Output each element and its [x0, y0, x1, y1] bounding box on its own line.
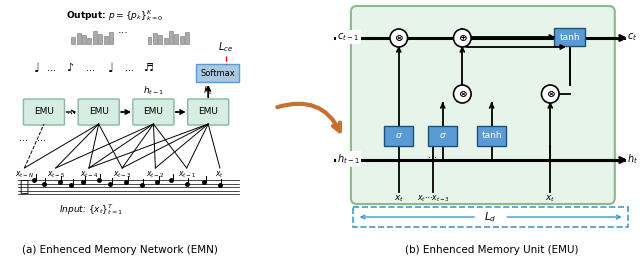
Text: Softmax: Softmax	[200, 69, 236, 77]
Bar	[180, 36, 184, 44]
Text: Input: $\{x_t\}_{t=1}^T$: Input: $\{x_t\}_{t=1}^T$	[59, 202, 123, 217]
Text: (b) Enhenced Memory Unit (EMU): (b) Enhenced Memory Unit (EMU)	[405, 245, 579, 255]
Text: tanh: tanh	[481, 132, 502, 141]
FancyBboxPatch shape	[78, 99, 119, 125]
Text: $L_{ce}$: $L_{ce}$	[218, 40, 234, 54]
Bar	[148, 37, 152, 44]
Bar	[82, 35, 86, 44]
Text: EMU: EMU	[198, 108, 218, 117]
Bar	[353, 207, 628, 227]
Text: ♬: ♬	[143, 63, 152, 73]
Text: $x_t$: $x_t$	[394, 194, 404, 205]
Text: 𝄢: 𝄢	[20, 180, 29, 195]
Text: $x_t$: $x_t$	[545, 194, 556, 205]
Bar	[175, 34, 179, 44]
FancyBboxPatch shape	[24, 99, 65, 125]
Bar	[384, 126, 413, 146]
Text: $x_{t-2}$: $x_{t-2}$	[147, 170, 164, 181]
Circle shape	[454, 85, 471, 103]
Text: ...: ...	[118, 25, 129, 35]
Bar	[109, 32, 113, 44]
Bar	[554, 28, 586, 46]
Text: EMU: EMU	[143, 108, 163, 117]
Circle shape	[454, 29, 471, 47]
Text: ...: ...	[429, 150, 438, 160]
Text: EMU: EMU	[89, 108, 109, 117]
Text: ...: ...	[47, 63, 56, 73]
Text: EMU: EMU	[34, 108, 54, 117]
FancyArrowPatch shape	[277, 104, 340, 131]
Bar	[185, 32, 189, 44]
Text: $\sigma$: $\sigma$	[439, 132, 447, 141]
Bar	[169, 31, 173, 44]
Bar	[164, 38, 168, 44]
Bar	[158, 35, 162, 44]
Bar	[93, 31, 97, 44]
Bar	[196, 64, 239, 82]
Text: (a) Enhenced Memory Network (EMN): (a) Enhenced Memory Network (EMN)	[22, 245, 218, 255]
Text: ⊗: ⊗	[546, 89, 555, 99]
Text: ...: ...	[67, 106, 76, 116]
Bar	[98, 34, 102, 44]
Bar	[77, 33, 81, 44]
Text: $x_{t-5}$: $x_{t-5}$	[47, 170, 65, 181]
Circle shape	[541, 85, 559, 103]
Text: $h_{t-1}$: $h_{t-1}$	[337, 152, 360, 166]
Bar	[71, 37, 76, 44]
Text: ♩: ♩	[108, 61, 113, 75]
Text: $\sigma$: $\sigma$	[395, 132, 403, 141]
Text: $x_{t-3}$: $x_{t-3}$	[113, 170, 131, 181]
Text: ♩: ♩	[34, 61, 40, 75]
Text: $x_{t-1}$: $x_{t-1}$	[177, 170, 196, 181]
FancyBboxPatch shape	[188, 99, 228, 125]
Text: tanh: tanh	[559, 33, 580, 42]
Text: ...: ...	[86, 63, 95, 73]
Text: ⊗: ⊗	[458, 89, 467, 99]
Bar	[153, 33, 157, 44]
FancyBboxPatch shape	[351, 6, 615, 204]
Text: ⊗: ⊗	[394, 33, 403, 43]
Text: $c_t$: $c_t$	[627, 31, 637, 43]
Bar	[428, 126, 458, 146]
Text: ...: ...	[19, 133, 28, 143]
Text: ♪: ♪	[66, 63, 73, 73]
Bar	[477, 126, 506, 146]
Text: $L_d$: $L_d$	[484, 210, 497, 224]
Text: $x_{t-4}$: $x_{t-4}$	[80, 170, 98, 181]
Text: $h_{t-1}$: $h_{t-1}$	[143, 85, 164, 97]
Text: Output: $p=\{p_k\}_{k=0}^K$: Output: $p=\{p_k\}_{k=0}^K$	[67, 8, 164, 23]
Bar	[104, 36, 108, 44]
FancyBboxPatch shape	[133, 99, 174, 125]
Text: $c_{t-1}$: $c_{t-1}$	[337, 31, 359, 43]
Circle shape	[390, 29, 408, 47]
Text: $h_t$: $h_t$	[627, 152, 637, 166]
Text: $h_t$: $h_t$	[203, 85, 213, 97]
Text: ...: ...	[125, 63, 134, 73]
Text: $x_{t-N}$: $x_{t-N}$	[15, 170, 34, 181]
Text: ⊕: ⊕	[458, 33, 467, 43]
Bar	[88, 38, 92, 44]
Text: $x_t{\cdots}x_{t-3}$: $x_t{\cdots}x_{t-3}$	[417, 194, 449, 205]
Text: $x_t$: $x_t$	[216, 170, 225, 181]
Text: ...: ...	[37, 133, 46, 143]
